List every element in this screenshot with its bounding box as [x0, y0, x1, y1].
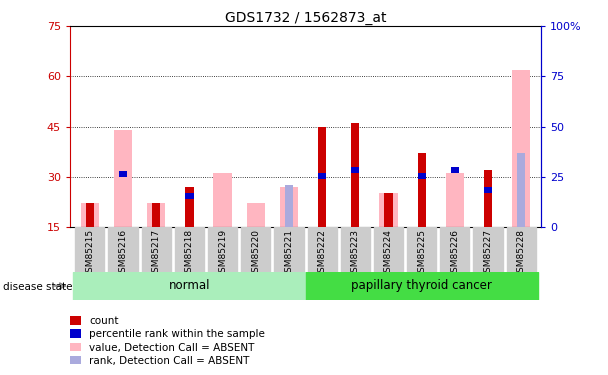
Bar — [451, 166, 459, 173]
Text: GSM85226: GSM85226 — [451, 229, 459, 278]
Bar — [351, 123, 359, 227]
Bar — [506, 227, 536, 274]
Bar — [446, 173, 464, 227]
Text: GSM85228: GSM85228 — [517, 229, 526, 278]
Bar — [285, 185, 293, 227]
Bar — [440, 227, 469, 274]
Text: GSM85227: GSM85227 — [483, 229, 492, 278]
Bar — [185, 187, 193, 227]
Bar — [484, 187, 492, 194]
Bar — [418, 173, 426, 179]
Text: GSM85222: GSM85222 — [317, 229, 326, 278]
Bar — [379, 194, 398, 227]
Text: GSM85223: GSM85223 — [351, 229, 360, 278]
Bar — [274, 227, 303, 274]
Bar — [108, 227, 137, 274]
Bar — [247, 204, 265, 227]
Bar — [318, 127, 326, 227]
Text: GSM85225: GSM85225 — [417, 229, 426, 278]
Text: GSM85220: GSM85220 — [251, 229, 260, 278]
Bar — [213, 173, 232, 227]
Bar — [305, 272, 538, 300]
Bar — [152, 204, 161, 227]
Text: GSM85216: GSM85216 — [119, 229, 128, 278]
Bar — [474, 227, 503, 274]
Bar — [407, 227, 437, 274]
Text: papillary thyroid cancer: papillary thyroid cancer — [351, 279, 492, 292]
Bar — [374, 227, 403, 274]
Bar — [119, 171, 127, 177]
Title: GDS1732 / 1562873_at: GDS1732 / 1562873_at — [225, 11, 386, 25]
Text: GSM85217: GSM85217 — [152, 229, 161, 278]
Bar — [517, 153, 525, 227]
Text: disease state: disease state — [3, 282, 72, 292]
Text: normal: normal — [168, 279, 210, 292]
Legend: count, percentile rank within the sample, value, Detection Call = ABSENT, rank, : count, percentile rank within the sample… — [66, 312, 269, 370]
Bar — [81, 204, 99, 227]
Bar — [241, 227, 271, 274]
Text: GSM85215: GSM85215 — [85, 229, 94, 278]
Bar — [208, 227, 237, 274]
Bar — [418, 153, 426, 227]
Bar — [75, 227, 105, 274]
Bar — [114, 130, 132, 227]
Bar — [174, 227, 204, 274]
Bar — [318, 173, 326, 179]
Bar — [185, 193, 193, 200]
Bar — [142, 227, 171, 274]
Bar — [280, 187, 298, 227]
Bar — [484, 170, 492, 227]
Bar — [86, 204, 94, 227]
Bar — [512, 70, 530, 227]
Bar — [351, 166, 359, 173]
Bar — [147, 204, 165, 227]
Bar — [73, 272, 305, 300]
Text: GSM85218: GSM85218 — [185, 229, 194, 278]
Text: GSM85221: GSM85221 — [285, 229, 294, 278]
Bar — [308, 227, 337, 274]
Bar — [340, 227, 370, 274]
Text: GSM85219: GSM85219 — [218, 229, 227, 278]
Bar — [384, 194, 393, 227]
Text: GSM85224: GSM85224 — [384, 229, 393, 278]
